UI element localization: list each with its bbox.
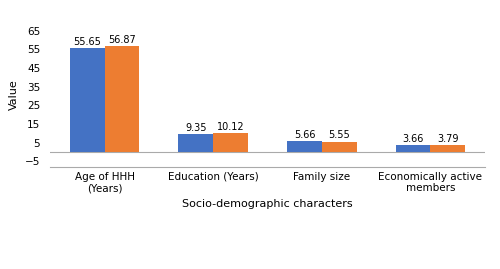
Bar: [70, 48, 104, 152]
Text: 3.66: 3.66: [402, 134, 424, 144]
Bar: [430, 145, 465, 152]
Text: 55.65: 55.65: [73, 37, 101, 47]
Bar: [213, 133, 248, 152]
Bar: [287, 141, 322, 152]
Text: 9.35: 9.35: [185, 123, 206, 133]
Bar: [178, 134, 213, 152]
Bar: [104, 46, 140, 152]
Text: 5.66: 5.66: [294, 130, 315, 140]
X-axis label: Socio-demographic characters: Socio-demographic characters: [182, 199, 353, 209]
Text: 56.87: 56.87: [108, 35, 136, 45]
Text: 10.12: 10.12: [216, 122, 244, 132]
Y-axis label: Value: Value: [10, 79, 20, 109]
Text: 3.79: 3.79: [437, 134, 458, 144]
Text: 5.55: 5.55: [328, 130, 350, 140]
Bar: [322, 141, 356, 152]
Bar: [396, 145, 430, 152]
